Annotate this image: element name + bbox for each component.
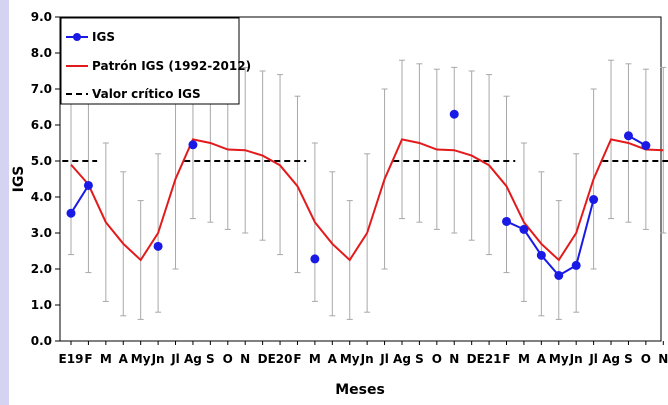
y-tick-label: 8.0 [31, 46, 52, 60]
x-tick-label: D [467, 352, 477, 366]
x-tick-label: F [502, 352, 510, 366]
igs-point [571, 260, 581, 270]
y-tick-label: 0.0 [31, 334, 52, 348]
x-tick-label: Ag [184, 352, 202, 366]
x-tick-label: M [518, 352, 530, 366]
x-tick-label: S [624, 352, 633, 366]
legend-igs-label: IGS [92, 30, 115, 44]
igs-point [66, 208, 76, 218]
x-tick-label: E20 [268, 352, 293, 366]
x-tick-label: Jn [569, 352, 583, 366]
y-tick-label: 9.0 [31, 10, 52, 24]
igs-point [589, 195, 599, 205]
igs-point [449, 109, 459, 119]
y-tick-label: 2.0 [31, 262, 52, 276]
igs-point [554, 270, 564, 280]
x-tick-label: O [432, 352, 442, 366]
left-decorative-band [0, 0, 9, 405]
x-axis: E19 F M A My Jn Jl Ag S O N D E20 F M A My Jn Jl Ag S O N D E21 F… [59, 341, 668, 366]
x-tick-label: F [84, 352, 92, 366]
x-tick-label: M [309, 352, 321, 366]
x-tick-label: M [100, 352, 112, 366]
x-axis-title: Meses [335, 382, 385, 398]
igs-connector [70, 184, 90, 214]
legend-igs-marker [73, 33, 81, 41]
y-axis: 0.0 1.0 2.0 3.0 4.0 5.0 6.0 7.0 8.0 9.0 [31, 10, 60, 348]
y-tick-label: 4.0 [31, 190, 52, 204]
x-tick-label: Jn [151, 352, 165, 366]
igs-point [83, 180, 93, 190]
legend: IGS Patrón IGS (1992-2012) Valor crítico… [60, 17, 251, 105]
x-tick-label: Jn [360, 352, 374, 366]
igs-point [641, 141, 651, 151]
legend-critical-label: Valor crítico IGS [92, 87, 201, 101]
x-tick-label: S [415, 352, 424, 366]
igs-point [310, 254, 320, 264]
x-tick-label: E19 [59, 352, 84, 366]
x-tick-label: Jl [170, 352, 180, 366]
igs-point [623, 131, 633, 141]
y-tick-label: 5.0 [31, 154, 52, 168]
y-tick-label: 3.0 [31, 226, 52, 240]
x-tick-label: A [537, 352, 547, 366]
x-tick-label: N [240, 352, 250, 366]
x-tick-label: N [449, 352, 459, 366]
x-tick-label: N [658, 352, 668, 366]
igs-point [153, 241, 163, 251]
y-tick-label: 1.0 [31, 298, 52, 312]
x-tick-label: Ag [393, 352, 411, 366]
x-tick-label: S [206, 352, 215, 366]
pattern-line [70, 138, 664, 262]
legend-box [60, 17, 240, 105]
x-tick-label: My [131, 352, 151, 366]
x-tick-label: D [258, 352, 268, 366]
x-tick-label: Ag [602, 352, 620, 366]
x-tick-label: My [549, 352, 569, 366]
x-tick-label: E21 [477, 352, 502, 366]
x-tick-label: A [119, 352, 129, 366]
igs-point [502, 216, 512, 226]
igs-point [536, 250, 546, 260]
igs-series [66, 109, 651, 280]
y-tick-label: 7.0 [31, 82, 52, 96]
igs-connector [575, 199, 595, 266]
x-tick-label: Jl [379, 352, 389, 366]
x-tick-label: My [340, 352, 360, 366]
x-tick-label: F [293, 352, 301, 366]
igs-point [188, 140, 198, 150]
legend-pattern-label: Patrón IGS (1992-2012) [92, 59, 251, 73]
y-tick-label: 6.0 [31, 118, 52, 132]
x-tick-label: A [328, 352, 338, 366]
x-tick-label: O [223, 352, 233, 366]
x-tick-label: O [641, 352, 651, 366]
x-tick-label: Jl [588, 352, 598, 366]
y-axis-title: IGS [11, 166, 27, 193]
igs-connector [523, 228, 543, 256]
igs-point [519, 224, 529, 234]
pattern-series [70, 138, 664, 262]
